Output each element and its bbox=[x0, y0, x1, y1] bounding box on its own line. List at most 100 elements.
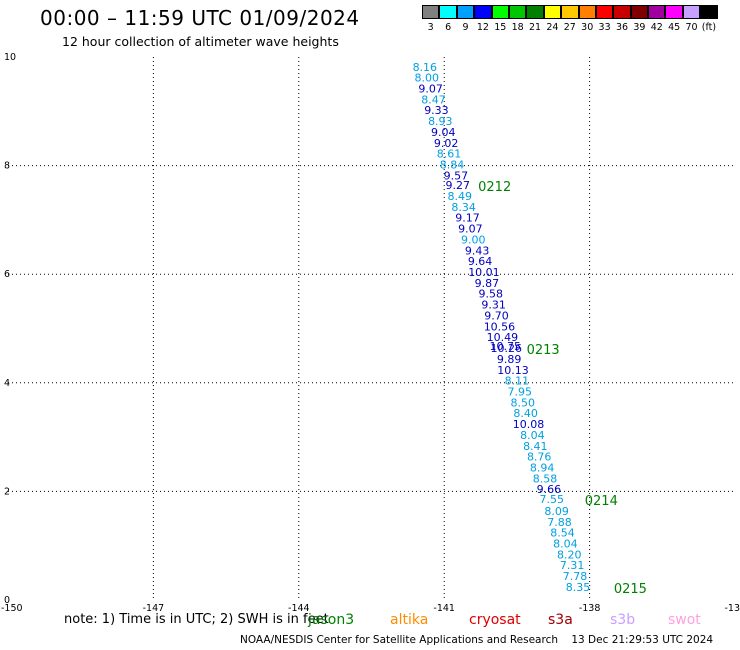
legend-swatch bbox=[630, 5, 649, 19]
wave-height-point: 8.94 bbox=[530, 462, 555, 475]
wave-height-point: 8.40 bbox=[513, 407, 538, 420]
wave-height-point: 7.88 bbox=[547, 516, 572, 529]
wave-height-point: 9.43 bbox=[465, 244, 490, 257]
wave-height-point: 8.16 bbox=[413, 61, 438, 74]
wave-height-point: 9.27 bbox=[446, 179, 471, 192]
legend-unit: (ft) bbox=[701, 22, 717, 33]
color-legend: 3 6 9 12 15 18 21 24 27 30 33 36 39 42 45 70 (ft) bbox=[422, 5, 718, 33]
legend-swatch bbox=[682, 5, 701, 19]
wave-height-point: 9.70 bbox=[484, 309, 509, 322]
x-tick-label: -13 bbox=[724, 603, 740, 612]
chart-title: 00:00 – 11:59 UTC 01/09/2024 bbox=[40, 6, 360, 30]
wave-height-point: 9.07 bbox=[458, 223, 483, 236]
legend-label: 24 bbox=[546, 22, 559, 33]
wave-height-point: 10.26 bbox=[490, 342, 522, 355]
satellite-label-altika: altika bbox=[390, 612, 429, 628]
footer-note: note: 1) Time is in UTC; 2) SWH is in fe… bbox=[64, 612, 329, 627]
wave-height-point: 8.47 bbox=[421, 93, 446, 106]
legend-swatch bbox=[613, 5, 631, 19]
y-tick-label: 10 bbox=[4, 52, 16, 63]
y-tick-label: 6 bbox=[4, 269, 10, 280]
wave-height-point: 8.61 bbox=[437, 148, 462, 161]
wave-height-point: 9.00 bbox=[461, 233, 486, 246]
wave-height-point: 10.56 bbox=[484, 320, 516, 333]
legend-label: 6 bbox=[445, 22, 452, 33]
satellite-label-s3a: s3a bbox=[548, 612, 573, 628]
x-tick-label: -138 bbox=[579, 603, 601, 612]
legend-swatch bbox=[648, 5, 666, 19]
wave-height-point: 8.35 bbox=[566, 581, 591, 594]
wave-height-point: 8.04 bbox=[553, 538, 578, 551]
y-tick-label: 2 bbox=[4, 486, 10, 497]
legend-label: 9 bbox=[462, 22, 469, 33]
satellite-label-swot: swot bbox=[668, 612, 701, 628]
wave-height-point: 7.78 bbox=[563, 570, 588, 583]
legend-label: 15 bbox=[494, 22, 507, 33]
wave-height-point: 9.89 bbox=[497, 353, 522, 366]
wave-height-point: 8.58 bbox=[533, 472, 558, 485]
wave-height-point: 8.49 bbox=[447, 190, 472, 203]
legend-labels: 3 6 9 12 15 18 21 24 27 30 33 36 39 42 45 70 (ft) bbox=[422, 22, 718, 33]
wave-height-point: 8.04 bbox=[520, 429, 545, 442]
wave-height-point: 8.76 bbox=[527, 451, 552, 464]
legend-label: 21 bbox=[528, 22, 542, 33]
wave-height-point: 8.20 bbox=[557, 548, 582, 561]
y-tick-label: 8 bbox=[4, 161, 10, 172]
legend-swatch bbox=[665, 5, 683, 19]
satellite-label-s3b: s3b bbox=[610, 612, 636, 628]
time-annotation: 0213 bbox=[527, 343, 560, 358]
legend-swatch bbox=[456, 5, 475, 19]
wave-height-point: 8.54 bbox=[550, 527, 575, 540]
legend-swatch bbox=[439, 5, 457, 19]
legend-label: 70 bbox=[685, 22, 698, 33]
time-annotation: 0212 bbox=[478, 180, 511, 195]
wave-height-point: 9.31 bbox=[481, 299, 506, 312]
wave-height-point: 7.31 bbox=[560, 559, 585, 572]
legend-swatch bbox=[526, 5, 544, 19]
legend-swatch bbox=[422, 5, 440, 19]
chart-subtitle: 12 hour collection of altimeter wave hei… bbox=[62, 34, 339, 49]
wave-height-point: 9.57 bbox=[444, 169, 469, 182]
footer-credit: NOAA/NESDIS Center for Satellite Applica… bbox=[240, 634, 714, 646]
satellite-label-jason3: jason3 bbox=[308, 612, 355, 628]
wave-height-point: 9.33 bbox=[424, 104, 449, 117]
wave-height-point: 8.93 bbox=[428, 115, 453, 128]
legend-label: 33 bbox=[598, 22, 611, 33]
wave-height-point: 9.87 bbox=[475, 277, 500, 290]
wave-height-point: 8.00 bbox=[415, 72, 440, 85]
x-tick-label: -141 bbox=[433, 603, 455, 612]
legend-label: 3 bbox=[427, 22, 434, 33]
legend-swatch bbox=[700, 5, 718, 19]
legend-label: 30 bbox=[581, 22, 594, 33]
legend-label: 18 bbox=[511, 22, 524, 33]
wave-height-point: 10.13 bbox=[497, 364, 529, 377]
x-tick-label: -144 bbox=[288, 603, 310, 612]
wave-height-point: 10.08 bbox=[513, 418, 545, 431]
time-annotation: 0214 bbox=[585, 494, 618, 509]
x-tick-label: -150 bbox=[1, 603, 23, 612]
wave-height-point: 9.66 bbox=[537, 483, 562, 496]
wave-height-point: 8.09 bbox=[544, 505, 569, 518]
x-tick-label: -147 bbox=[143, 603, 165, 612]
wave-height-point: 9.02 bbox=[434, 137, 459, 150]
wave-height-point: 7.55 bbox=[540, 493, 565, 506]
wave-height-point: 9.17 bbox=[455, 212, 480, 225]
legend-label: 12 bbox=[476, 22, 489, 33]
y-tick-label: 4 bbox=[4, 378, 10, 389]
altimeter-plot: -150 -147 -144 -141 -138 -13 0 2 4 6 8 10 8.168.00 9.… bbox=[1, 52, 740, 612]
wave-height-point: 7.95 bbox=[508, 385, 533, 398]
satellite-label-cryosat: cryosat bbox=[469, 612, 521, 628]
legend-label: 36 bbox=[615, 22, 629, 33]
legend-label: 39 bbox=[633, 22, 646, 33]
wave-height-point: 8.34 bbox=[451, 201, 476, 214]
wave-height-point: 9.58 bbox=[478, 288, 503, 301]
legend-swatch bbox=[543, 5, 562, 19]
legend-swatch bbox=[508, 5, 527, 19]
legend-label: 42 bbox=[650, 22, 663, 33]
legend-swatch bbox=[578, 5, 596, 19]
wave-height-point: 10.01 bbox=[468, 266, 500, 279]
wave-height-point: 9.64 bbox=[468, 255, 493, 268]
wave-height-point: 8.41 bbox=[523, 440, 548, 453]
legend-swatch bbox=[474, 5, 492, 19]
y-tick-label: 0 bbox=[4, 595, 10, 606]
